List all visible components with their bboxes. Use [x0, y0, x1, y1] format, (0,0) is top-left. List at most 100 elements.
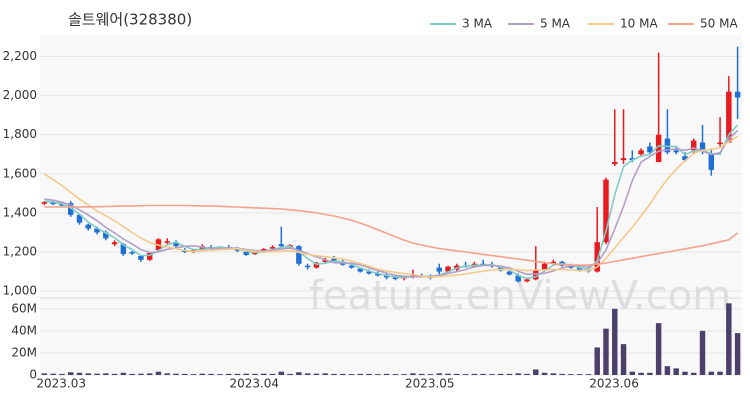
ma-line: [43, 135, 739, 279]
volume-bar: [559, 373, 565, 375]
candle-body: [94, 228, 100, 233]
volume-bar: [506, 373, 513, 375]
candle-body: [726, 91, 732, 143]
y2-tick-label: 0: [29, 368, 37, 382]
y-tick-label: 1,000: [3, 284, 37, 298]
volume-bar: [85, 373, 91, 375]
candle-body: [691, 140, 697, 151]
y-tick-label: 1,600: [3, 166, 37, 180]
candle-body: [313, 262, 320, 268]
volume-bar: [322, 373, 328, 375]
volume-bar: [41, 373, 48, 375]
x-tick-label: 2023.03: [36, 377, 86, 391]
candle-body: [234, 249, 241, 251]
candle-body: [682, 156, 688, 161]
candle-body: [603, 179, 609, 243]
volume-bar: [647, 372, 653, 375]
volume-bar: [427, 374, 434, 375]
candle-body: [524, 279, 530, 282]
volume-bar: [454, 373, 460, 375]
y-tick-label: 2,000: [3, 88, 37, 102]
candle-body: [322, 259, 328, 262]
volume-bar: [524, 373, 530, 375]
candle-body: [708, 154, 715, 170]
volume-bar: [445, 373, 451, 375]
volume-bar: [304, 373, 311, 375]
volume-bar: [708, 371, 715, 375]
volume-bar: [155, 371, 162, 375]
candle-body: [717, 142, 723, 145]
y-tick-label: 1,800: [3, 127, 37, 141]
legend-label: 50 MA: [700, 17, 738, 31]
candle-body: [67, 203, 74, 215]
volume-bar: [576, 374, 583, 375]
volume-bar: [541, 372, 548, 375]
volume-bar: [497, 373, 504, 375]
x-tick-label: 2023.06: [589, 377, 639, 391]
volume-bar: [59, 373, 65, 375]
volume-bar: [594, 347, 600, 375]
chart-title: 솔트웨어(328380): [68, 11, 192, 29]
candle-body: [375, 273, 381, 276]
volume-bar: [612, 308, 618, 375]
volume-bar: [164, 373, 170, 375]
candle-body: [576, 267, 583, 270]
volume-bar: [269, 373, 276, 375]
candle-body: [734, 91, 741, 98]
candle-body: [357, 268, 364, 272]
volume-bar: [129, 373, 135, 375]
candle-body: [304, 265, 311, 268]
candle-body: [638, 150, 644, 155]
volume-bar: [734, 333, 741, 375]
candle-body: [85, 224, 91, 229]
volume-bar: [67, 372, 74, 375]
volume-bar: [410, 373, 416, 375]
volume-bar: [357, 373, 364, 375]
candle-body: [655, 134, 662, 163]
volume-bar: [726, 303, 732, 375]
volume-bar: [146, 373, 153, 375]
volume-bar: [673, 368, 679, 375]
volume-bar: [489, 374, 495, 375]
volume-bar: [208, 373, 214, 375]
volume-bar: [50, 373, 56, 375]
volume-bar: [717, 371, 723, 375]
candle-body: [366, 271, 372, 274]
x-tick-label: 2023.04: [229, 377, 279, 391]
candle-body: [383, 275, 390, 278]
candle-body: [348, 265, 355, 268]
volume-bar: [103, 373, 109, 375]
candle-body: [664, 138, 671, 153]
candle-body: [129, 252, 135, 254]
volume-bar: [515, 373, 521, 375]
candle-body: [111, 242, 118, 245]
candle-body: [506, 271, 513, 275]
candle-body: [41, 202, 48, 204]
candle-body: [164, 241, 170, 243]
volume-bar: [173, 373, 179, 375]
volume-bar: [94, 373, 100, 375]
y-tick-label: 1,400: [3, 205, 37, 219]
volume-bar: [252, 373, 258, 375]
volume-bar: [296, 372, 302, 375]
volume-bar: [278, 371, 285, 375]
y-tick-label: 2,200: [3, 49, 37, 63]
volume-bar: [340, 373, 346, 375]
candle-body: [103, 232, 109, 239]
ma-line: [44, 204, 739, 266]
candle-body: [120, 244, 127, 254]
volume-bar: [682, 371, 688, 375]
candle-body: [620, 158, 627, 161]
y2-tick-label: 40M: [11, 323, 37, 337]
candle-body: [76, 214, 83, 223]
volume-bar: [480, 373, 486, 375]
volume-bar: [182, 373, 188, 375]
volume-bar: [436, 373, 442, 375]
legend-label: 10 MA: [620, 17, 658, 31]
candle-body: [436, 267, 442, 272]
candle-body: [278, 244, 285, 247]
volume-bar: [199, 373, 206, 375]
volume-bar: [655, 323, 662, 375]
volume-bar: [418, 373, 425, 375]
